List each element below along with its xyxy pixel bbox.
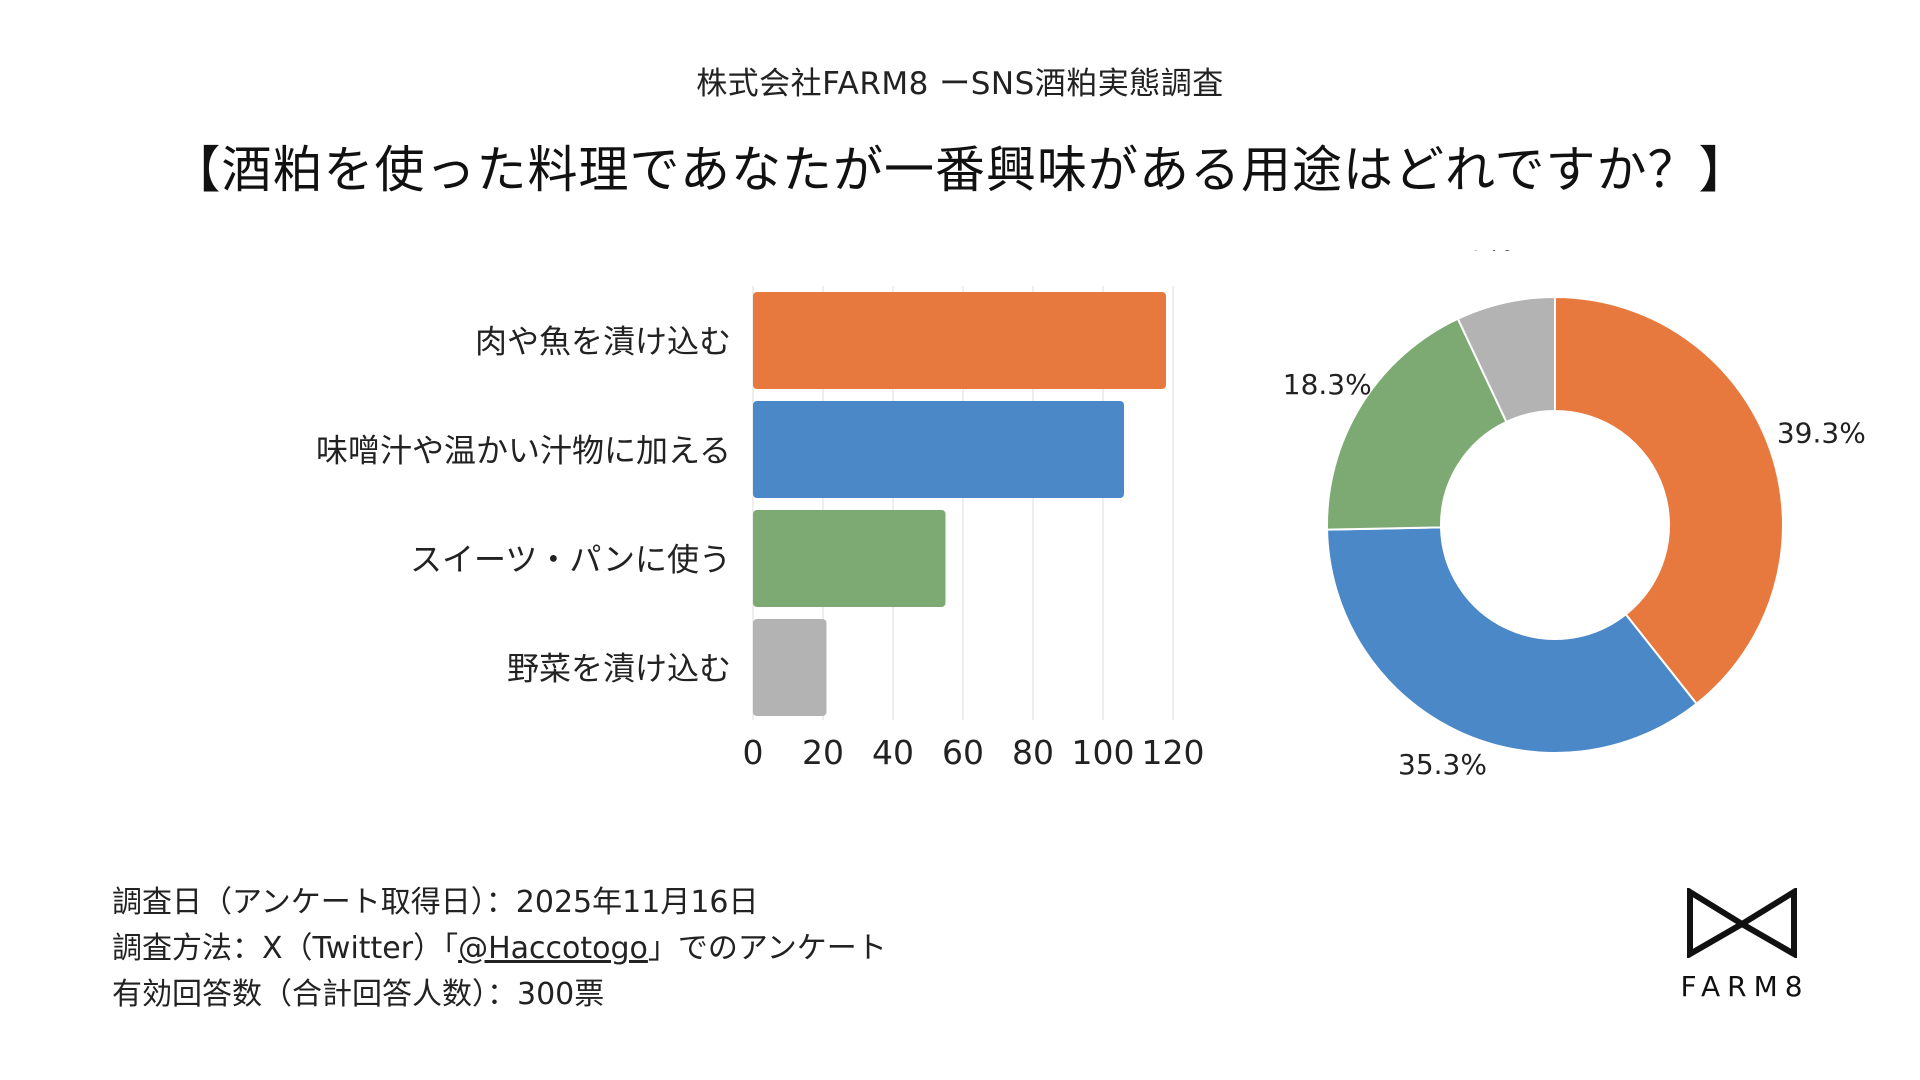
- survey-method: 調査方法：X（Twitter）「@Haccotogo」でのアンケート: [112, 926, 887, 972]
- x-tick-label: 100: [1072, 733, 1135, 772]
- slice-percent-label: 35.3%: [1398, 748, 1487, 781]
- survey-method-suffix: 」でのアンケート: [647, 931, 887, 966]
- donut-slice-3: [1326, 317, 1508, 531]
- survey-respondents: 有効回答数（合計回答人数）：300票: [112, 977, 605, 1012]
- bar-3: [753, 510, 946, 607]
- survey-date: 調査日（アンケート取得日）：2025年11月16日: [112, 885, 759, 920]
- x-tick-label: 120: [1142, 733, 1205, 772]
- donut-slice-1: [1554, 295, 1784, 706]
- x-tick-label: 60: [942, 733, 984, 772]
- slice-percent-label: 18.3%: [1283, 368, 1372, 401]
- donut-slice-4: [1456, 295, 1556, 424]
- bow-tie-icon: [1687, 886, 1797, 960]
- bar-4: [753, 619, 827, 716]
- bar-1: [753, 292, 1166, 389]
- chart-title: 【酒粕を使った料理であなたが一番興味がある用途はどれですか？】: [170, 141, 1750, 199]
- survey-footer: 調査日（アンケート取得日）：2025年11月16日 調査方法：X（Twitter…: [112, 880, 887, 1018]
- category-label: 肉や魚を漬け込む: [475, 323, 731, 361]
- twitter-handle-link[interactable]: @Haccotogo: [458, 931, 648, 966]
- category-label: 味噌汁や温かい汁物に加える: [316, 432, 731, 470]
- farm8-logo: FARM8: [1662, 886, 1822, 1003]
- x-tick-label: 0: [743, 733, 764, 772]
- survey-method-prefix: 調査方法：X（Twitter）「: [112, 931, 459, 966]
- slice-percent-label: 39.3%: [1777, 416, 1866, 449]
- x-tick-label: 40: [872, 733, 914, 772]
- category-label: スイーツ・パンに使う: [410, 541, 731, 579]
- slice-percent-label: 7%: [1469, 250, 1513, 257]
- category-label: 野菜を漬け込む: [507, 650, 731, 688]
- donut-slice-2: [1326, 526, 1698, 754]
- survey-subtitle: 株式会社FARM8 ーSNS酒粕実態調査: [696, 66, 1224, 102]
- x-tick-label: 80: [1012, 733, 1054, 772]
- donut-chart: 39.3% 35.3% 18.3% 7%: [1283, 250, 1866, 781]
- x-tick-label: 20: [802, 733, 844, 772]
- logo-text: FARM8: [1680, 970, 1810, 1003]
- bar-2: [753, 401, 1124, 498]
